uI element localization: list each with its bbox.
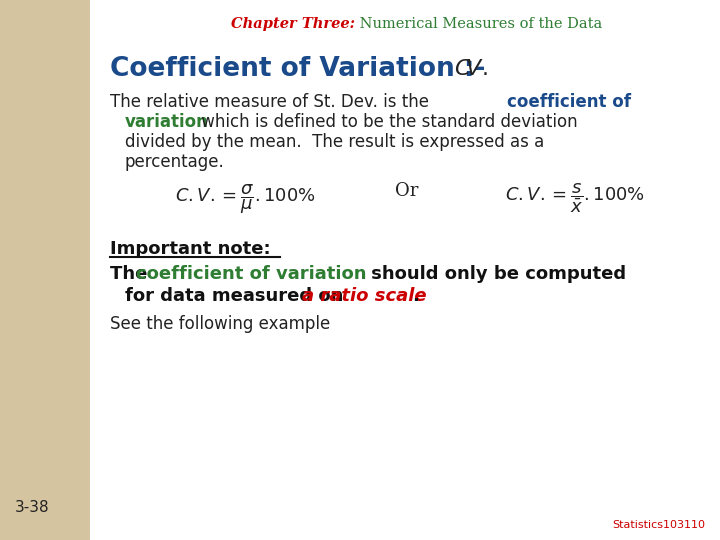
Text: 3-38: 3-38 <box>15 500 50 515</box>
Text: which is defined to be the standard deviation: which is defined to be the standard devi… <box>196 113 577 131</box>
Text: Chapter Three:: Chapter Three: <box>231 17 355 31</box>
Text: Or: Or <box>395 182 418 200</box>
Text: Important note:: Important note: <box>110 240 271 258</box>
Text: Numerical Measures of the Data: Numerical Measures of the Data <box>355 17 602 31</box>
Text: Statistics103110: Statistics103110 <box>612 520 705 530</box>
Text: a ratio scale: a ratio scale <box>302 287 427 305</box>
Text: $\mathit{C\!V}.$: $\mathit{C\!V}.$ <box>454 58 487 80</box>
Text: coefficient of: coefficient of <box>507 93 631 111</box>
Text: The: The <box>110 265 153 283</box>
Text: variation: variation <box>125 113 209 131</box>
Text: for data measured on: for data measured on <box>125 287 350 305</box>
Text: percentage.: percentage. <box>125 153 225 171</box>
Text: divided by the mean.  The result is expressed as a: divided by the mean. The result is expre… <box>125 133 544 151</box>
Text: coefficient of variation: coefficient of variation <box>136 265 366 283</box>
Text: $C.V. = \dfrac{\sigma}{\mu}.100\%$: $C.V. = \dfrac{\sigma}{\mu}.100\%$ <box>175 182 316 215</box>
Text: The relative measure of St. Dev. is the: The relative measure of St. Dev. is the <box>110 93 434 111</box>
Text: .: . <box>412 287 419 305</box>
Text: should only be computed: should only be computed <box>365 265 626 283</box>
Text: $C.V. = \dfrac{s}{\bar{x}}.100\%$: $C.V. = \dfrac{s}{\bar{x}}.100\%$ <box>505 182 645 215</box>
Text: See the following example: See the following example <box>110 315 330 333</box>
Text: Coefficient of Variation :-: Coefficient of Variation :- <box>110 56 495 82</box>
